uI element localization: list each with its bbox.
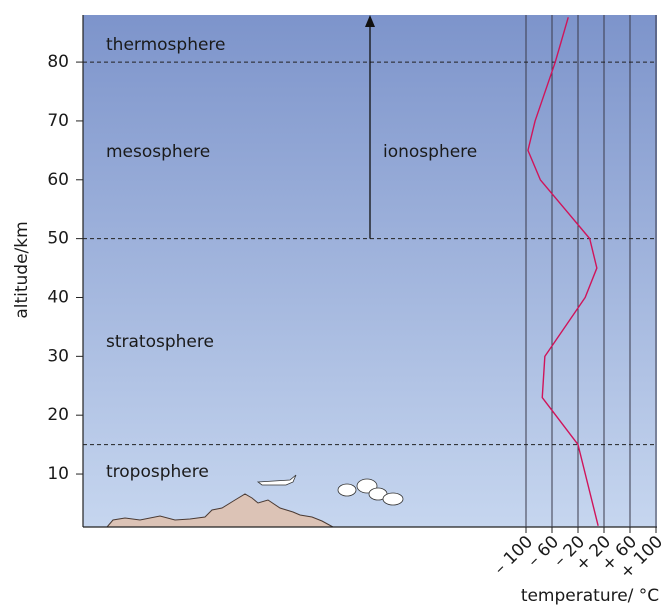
y-tick-label: 70 [47, 111, 69, 131]
layer-label: thermosphere [106, 35, 226, 55]
y-tick-label: 50 [47, 229, 69, 249]
temperature-curve [527, 17, 599, 526]
layer-label: troposphere [106, 462, 209, 482]
y-tick-label: 10 [47, 464, 69, 484]
ionosphere-label: ionosphere [383, 142, 477, 162]
y-axis-label: altitude/km [12, 221, 32, 318]
clouds [337, 478, 404, 506]
arrow-head [365, 15, 375, 27]
y-tick-label: 40 [47, 287, 69, 307]
y-tick-label: 20 [47, 405, 69, 425]
x-axis-label: temperature/ °C [521, 586, 659, 606]
y-tick-label: 60 [47, 170, 69, 190]
y-tick-label: 80 [47, 52, 69, 72]
layer-label: stratosphere [106, 332, 214, 352]
layer-label: mesosphere [106, 142, 210, 162]
y-tick-label: 30 [47, 346, 69, 366]
airplane [256, 474, 297, 486]
mountains [105, 493, 334, 528]
